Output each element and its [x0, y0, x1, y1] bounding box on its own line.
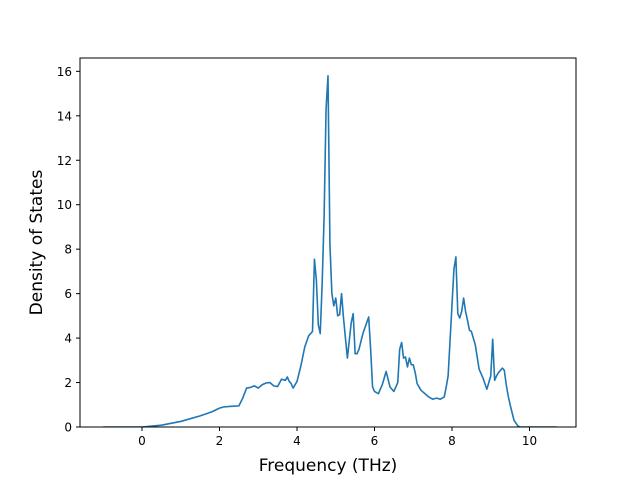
- x-tick-label: 4: [293, 434, 301, 448]
- y-tick-label: 8: [64, 243, 72, 257]
- y-tick-label: 6: [64, 287, 72, 301]
- y-tick-label: 0: [64, 421, 72, 435]
- x-tick-label: 6: [371, 434, 379, 448]
- y-tick-label: 10: [57, 198, 72, 212]
- y-axis: 0 2 4 6 8 10 12 14 16: [57, 65, 80, 435]
- y-tick-label: 12: [57, 154, 72, 168]
- x-tick-label: 10: [522, 434, 537, 448]
- y-tick-label: 14: [57, 109, 72, 123]
- x-tick-label: 8: [448, 434, 456, 448]
- x-tick-label: 0: [138, 434, 146, 448]
- x-tick-label: 2: [216, 434, 224, 448]
- x-axis: 0 2 4 6 8 10: [138, 427, 537, 448]
- y-tick-label: 4: [64, 332, 72, 346]
- y-tick-label: 2: [64, 376, 72, 390]
- x-axis-label: Frequency (THz): [259, 456, 398, 476]
- series-line-0: [103, 74, 557, 427]
- y-tick-label: 16: [57, 65, 72, 79]
- y-axis-label: Density of States: [27, 170, 47, 316]
- plot-frame: [79, 57, 577, 428]
